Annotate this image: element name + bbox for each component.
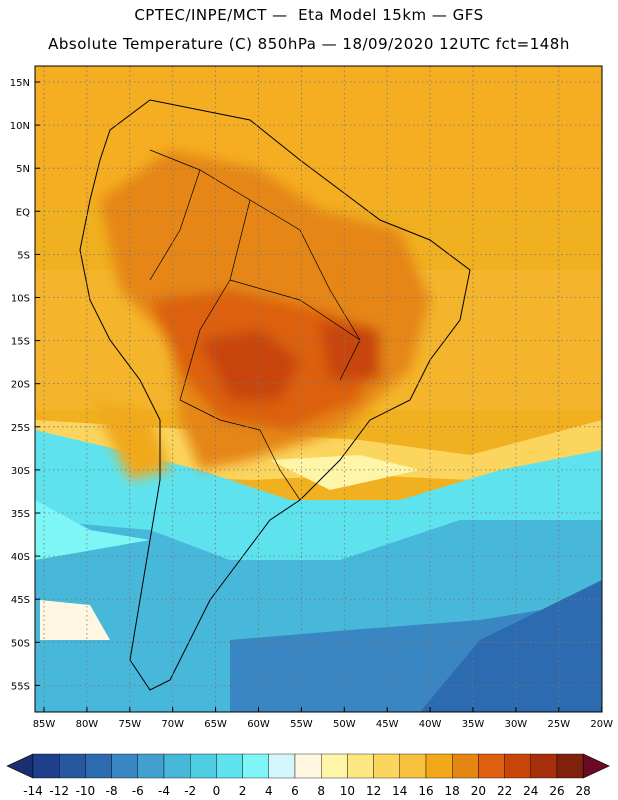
colorbar-low-arrow — [6, 753, 34, 779]
lon-label: 80W — [76, 719, 99, 730]
colorbar-swatch — [452, 753, 479, 779]
map-title-line1: CPTEC/INPE/MCT — Eta Model 15km — GFS — [134, 6, 484, 24]
colorbar-label: -8 — [106, 784, 118, 798]
lat-label: 50S — [11, 638, 30, 649]
colorbar-swatch — [85, 753, 112, 779]
colorbar-label: 2 — [239, 784, 247, 798]
colorbar-high-arrow — [582, 753, 610, 779]
colorbar-label: 4 — [265, 784, 273, 798]
colorbar-swatch — [242, 753, 270, 779]
colorbar-label: 20 — [471, 784, 486, 798]
lon-label: 50W — [333, 719, 356, 730]
colorbar-swatch — [530, 753, 558, 779]
lat-lon-grid — [35, 66, 602, 712]
colorbar-swatch — [347, 753, 374, 779]
lat-label: 15S — [11, 337, 30, 348]
country-borders — [149, 149, 361, 501]
colorbar-swatch — [137, 753, 165, 779]
lon-label: 40W — [419, 719, 442, 730]
colorbar-swatch — [32, 753, 60, 779]
map-title-line2: Absolute Temperature (C) 850hPa — 18/09/… — [48, 35, 570, 53]
colorbar-label: -2 — [184, 784, 196, 798]
colorbar-label: 14 — [392, 784, 407, 798]
colorbar-swatch — [373, 753, 401, 779]
lon-label: 25W — [547, 719, 570, 730]
lat-label: 55S — [11, 681, 30, 692]
colorbar-swatch — [189, 753, 217, 779]
lon-label: 45W — [376, 719, 399, 730]
colorbar-label: 12 — [366, 784, 381, 798]
lon-label: 70W — [161, 719, 184, 730]
colorbar-swatch — [163, 753, 191, 779]
lat-label: 40S — [11, 552, 30, 563]
temperature-colorbar — [6, 753, 610, 779]
lon-label: 30W — [505, 719, 528, 730]
lon-label: 35W — [462, 719, 485, 730]
map-frame — [34, 65, 603, 713]
colorbar-swatch — [294, 753, 322, 779]
south-america-coastline — [79, 99, 471, 691]
colorbar-label: -6 — [132, 784, 144, 798]
lon-label: 65W — [204, 719, 227, 730]
lat-label: 5N — [16, 164, 30, 175]
colorbar-labels: -14 -12 -10 -8 -6 -4 -2 0 2 4 6 8 10 12 14 16 18 20 22 24 26… — [23, 784, 591, 798]
colorbar-swatch — [321, 753, 348, 779]
colorbar-swatch — [268, 753, 296, 779]
colorbar-label: 10 — [340, 784, 355, 798]
colorbar-swatch — [425, 753, 453, 779]
lon-label: 85W — [33, 719, 56, 730]
lat-label: 45S — [11, 595, 30, 606]
lat-label: 10N — [10, 121, 30, 132]
lat-label: 5S — [17, 250, 30, 261]
colorbar-swatch — [216, 753, 243, 779]
colorbar-label: 16 — [418, 784, 433, 798]
colorbar-swatch — [111, 753, 138, 779]
colorbar-label: 18 — [445, 784, 460, 798]
colorbar-swatch — [556, 753, 584, 779]
colorbar-swatch — [399, 753, 427, 779]
longitude-labels: 85W 80W 75W 70W 65W 60W 55W 50W 45W 40W 35W 30W 25W 2… — [33, 707, 613, 730]
colorbar-label: 6 — [291, 784, 299, 798]
lat-label: 20S — [11, 380, 30, 391]
colorbar-label: 28 — [576, 784, 591, 798]
colorbar-swatch — [59, 753, 86, 779]
colorbar-label: 22 — [497, 784, 512, 798]
lat-label: EQ — [16, 207, 30, 218]
colorbar-label: 0 — [213, 784, 221, 798]
lon-label: 75W — [118, 719, 141, 730]
colorbar-label: -12 — [49, 784, 69, 798]
colorbar-label: -14 — [23, 784, 43, 798]
temperature-field — [35, 66, 602, 712]
colorbar-label: 8 — [317, 784, 325, 798]
lat-label: 10S — [11, 294, 30, 305]
lon-label: 20W — [590, 719, 613, 730]
lat-label: 30S — [11, 466, 30, 477]
colorbar-label: 24 — [523, 784, 538, 798]
colorbar-label: -4 — [158, 784, 170, 798]
colorbar-label: -10 — [76, 784, 96, 798]
colorbar-swatch — [478, 753, 505, 779]
latitude-labels: 15N 10N 5N EQ 5S 10S 15S 20S 25S 30S 35S 40S 45S 50S 5… — [10, 78, 40, 692]
colorbar-label: 26 — [549, 784, 564, 798]
colorbar-swatch — [504, 753, 532, 779]
lon-label: 60W — [247, 719, 270, 730]
lon-label: 55W — [290, 719, 313, 730]
lat-label: 15N — [10, 78, 30, 89]
lat-label: 35S — [11, 509, 30, 520]
lat-label: 25S — [11, 423, 30, 434]
